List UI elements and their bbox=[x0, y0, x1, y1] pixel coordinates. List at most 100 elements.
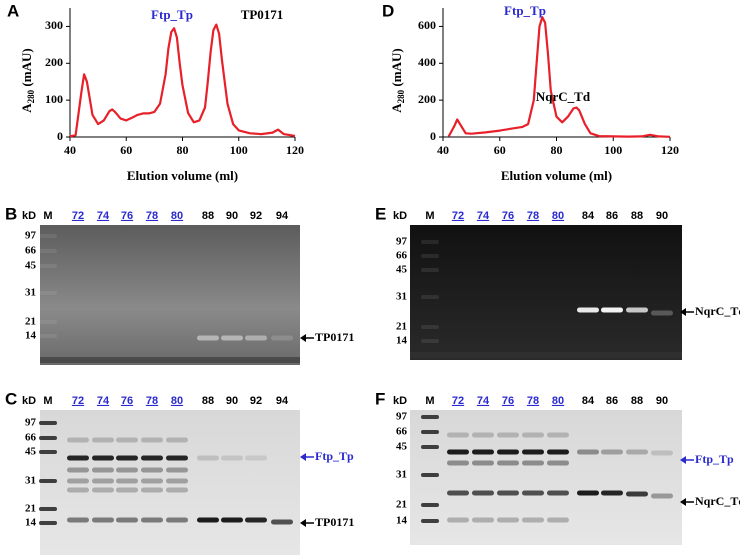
lane-label: 78 bbox=[527, 210, 539, 222]
protein-band bbox=[547, 460, 569, 466]
ladder-band bbox=[421, 473, 439, 477]
x-tick-label: 60 bbox=[120, 143, 132, 157]
protein-band bbox=[472, 517, 494, 523]
y-label-unit: (mAU) bbox=[19, 48, 34, 90]
gel-image bbox=[410, 225, 682, 360]
ladder-band bbox=[421, 445, 439, 449]
panel-letter: F bbox=[375, 389, 385, 408]
protein-band bbox=[271, 519, 293, 525]
y-tick-label: 0 bbox=[430, 129, 436, 143]
panel-letter: E bbox=[375, 204, 386, 223]
protein-band bbox=[116, 455, 138, 461]
kd-unit: kD bbox=[22, 395, 36, 407]
lane-label: 90 bbox=[226, 210, 238, 222]
protein-band bbox=[92, 517, 114, 523]
protein-band bbox=[271, 335, 293, 341]
protein-band bbox=[522, 460, 544, 466]
lane-label: 84 bbox=[582, 395, 595, 407]
y-tick-label: 600 bbox=[418, 18, 436, 32]
lane-label: 72 bbox=[72, 210, 84, 222]
x-axis-label: Elution volume (ml) bbox=[127, 168, 238, 183]
protein-band bbox=[141, 517, 163, 523]
lane-label: 80 bbox=[171, 210, 183, 222]
ladder-band bbox=[39, 479, 57, 483]
ladder-band bbox=[39, 249, 57, 253]
ladder-band bbox=[39, 436, 57, 440]
lane-label: 72 bbox=[452, 395, 464, 407]
protein-band bbox=[577, 449, 599, 455]
x-tick-label: 60 bbox=[494, 143, 506, 157]
protein-band bbox=[245, 517, 267, 523]
marker-size: 14 bbox=[25, 330, 37, 342]
marker-size: 31 bbox=[25, 475, 36, 487]
marker-size: 97 bbox=[396, 411, 408, 423]
lane-label: 88 bbox=[631, 395, 643, 407]
protein-band bbox=[166, 478, 188, 484]
protein-band bbox=[116, 478, 138, 484]
marker-size: 66 bbox=[25, 245, 37, 257]
lane-label: M bbox=[43, 395, 52, 407]
ladder-band bbox=[421, 339, 439, 343]
elution-curve bbox=[69, 23, 296, 138]
lane-label: 72 bbox=[452, 210, 464, 222]
band-label: TP0171 bbox=[315, 515, 354, 529]
x-tick-label: 100 bbox=[604, 143, 622, 157]
axis-spine bbox=[69, 8, 295, 138]
ladder-band bbox=[421, 254, 439, 258]
protein-band bbox=[447, 449, 469, 455]
marker-size: 31 bbox=[25, 287, 36, 299]
lane-label: 86 bbox=[606, 210, 618, 222]
protein-band bbox=[497, 432, 519, 438]
protein-band bbox=[197, 517, 219, 523]
x-tick-label: 40 bbox=[437, 143, 449, 157]
kd-unit: kD bbox=[393, 210, 407, 222]
lane-label: 84 bbox=[582, 210, 595, 222]
protein-band bbox=[67, 467, 89, 473]
protein-band bbox=[447, 432, 469, 438]
lane-label: M bbox=[425, 395, 434, 407]
protein-band bbox=[166, 437, 188, 443]
lane-label: 76 bbox=[121, 210, 133, 222]
protein-band bbox=[472, 449, 494, 455]
protein-band bbox=[447, 490, 469, 496]
protein-band bbox=[116, 487, 138, 493]
ladder-band bbox=[421, 240, 439, 244]
lane-label: 76 bbox=[502, 210, 514, 222]
protein-band bbox=[577, 307, 599, 313]
lane-label: 80 bbox=[171, 395, 183, 407]
band-label: Ftp_Tp bbox=[315, 449, 354, 463]
lane-label: 90 bbox=[226, 395, 238, 407]
lane-label: 74 bbox=[97, 210, 110, 222]
protein-band bbox=[447, 460, 469, 466]
protein-band bbox=[651, 493, 673, 499]
ladder-band bbox=[39, 264, 57, 268]
lane-label: 86 bbox=[606, 395, 618, 407]
protein-band bbox=[67, 487, 89, 493]
marker-size: 14 bbox=[396, 515, 408, 527]
marker-size: 31 bbox=[396, 469, 407, 481]
y-tick-label: 200 bbox=[418, 92, 436, 106]
gel-image bbox=[410, 410, 682, 545]
protein-band bbox=[626, 449, 648, 455]
ladder-band bbox=[39, 450, 57, 454]
protein-band bbox=[141, 467, 163, 473]
marker-size: 14 bbox=[25, 517, 37, 529]
protein-band bbox=[92, 478, 114, 484]
peak-annotation: Ftp_Tp bbox=[504, 3, 546, 18]
y-tick-label: 400 bbox=[418, 55, 436, 69]
ladder-band bbox=[39, 334, 57, 338]
protein-band bbox=[166, 467, 188, 473]
protein-band bbox=[522, 432, 544, 438]
x-tick-label: 80 bbox=[551, 143, 563, 157]
lane-label: 88 bbox=[202, 395, 214, 407]
lane-label: 92 bbox=[250, 395, 262, 407]
protein-band bbox=[577, 490, 599, 496]
protein-band bbox=[67, 517, 89, 523]
protein-band bbox=[547, 490, 569, 496]
arrow-head bbox=[300, 334, 306, 342]
ladder-band bbox=[39, 521, 57, 525]
protein-band bbox=[141, 487, 163, 493]
protein-band bbox=[197, 455, 219, 461]
protein-band bbox=[497, 449, 519, 455]
